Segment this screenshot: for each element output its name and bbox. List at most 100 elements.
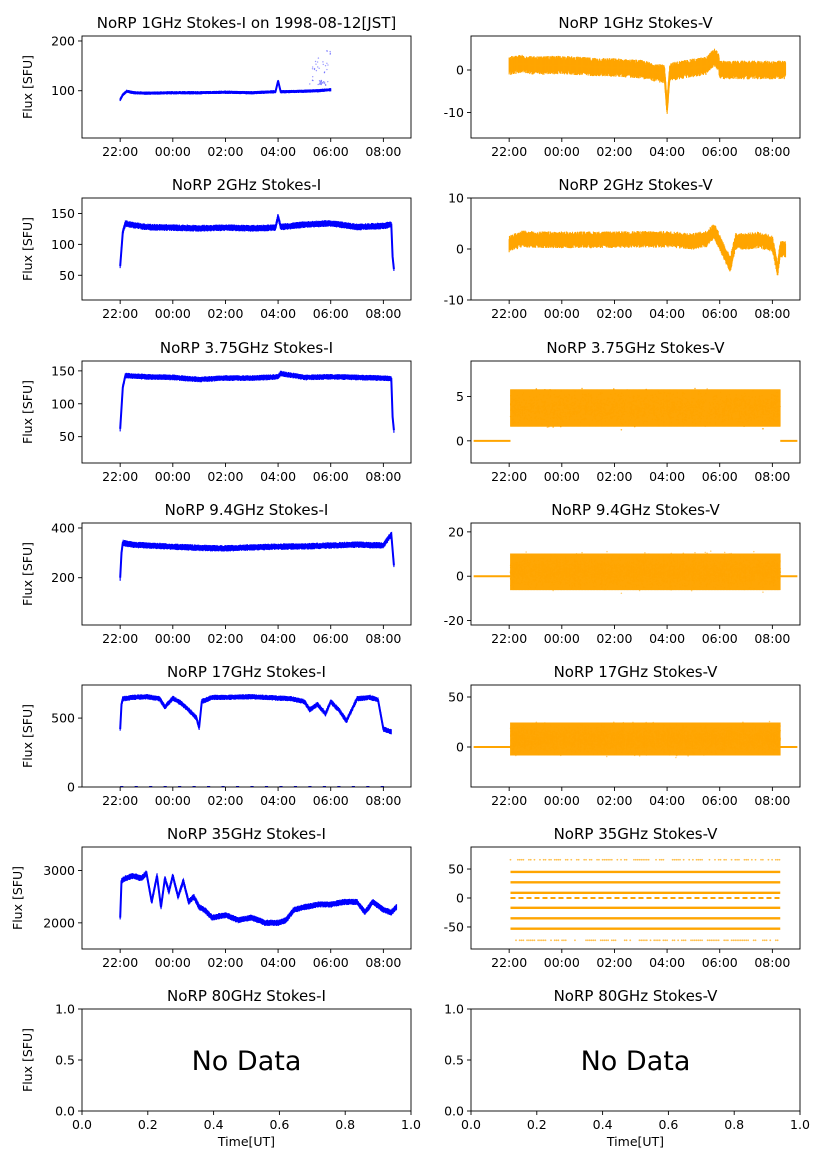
x-tick-label: 00:00 bbox=[544, 306, 580, 321]
axes-frame bbox=[470, 197, 801, 301]
scatter-point bbox=[329, 52, 332, 55]
scatter-point bbox=[324, 84, 327, 86]
x-tick-label: 04:00 bbox=[260, 469, 296, 484]
series-p1v bbox=[508, 48, 787, 114]
scatter-point bbox=[311, 79, 314, 81]
y-tick-label: 0 bbox=[456, 242, 464, 257]
y-tick-label: 100 bbox=[51, 237, 75, 252]
scatter-point bbox=[323, 82, 326, 85]
scatter-point bbox=[320, 81, 323, 83]
y-tick-label: 100 bbox=[51, 83, 75, 98]
y-axis-label: Flux [SFU] bbox=[20, 380, 35, 444]
x-tick-label: 02:00 bbox=[596, 144, 632, 159]
x-tick-label: 08:00 bbox=[754, 144, 790, 159]
y-tick-label: 0 bbox=[456, 63, 464, 78]
panel-p3v: NoRP 3.75GHz Stokes-V22:00 00:00 02:00 04:0… bbox=[456, 339, 801, 484]
scatter-point bbox=[316, 61, 319, 63]
x-tick-label: 06:00 bbox=[702, 144, 738, 159]
axes-frame bbox=[470, 35, 801, 139]
panel-title: NoRP 2GHz Stokes-V bbox=[558, 176, 713, 194]
x-tick-label: 04:00 bbox=[260, 306, 296, 321]
scatter-point bbox=[322, 81, 325, 83]
series-line bbox=[119, 216, 395, 270]
scatter-point bbox=[320, 83, 322, 86]
scatter-point bbox=[317, 66, 319, 68]
scatter-point bbox=[326, 50, 328, 52]
scatter-point bbox=[319, 81, 321, 84]
scatter-point bbox=[320, 83, 322, 85]
scatter-point bbox=[321, 82, 324, 84]
series-p3i bbox=[119, 370, 395, 433]
scatter-point bbox=[311, 68, 314, 70]
scatter-point bbox=[320, 80, 323, 82]
x-tick-label: 22:00 bbox=[102, 144, 138, 159]
scatter-point bbox=[327, 80, 329, 83]
x-tick-label: 06:00 bbox=[313, 306, 349, 321]
panel-title: NoRP 3.75GHz Stokes-I bbox=[160, 339, 333, 357]
y-tick-label: 200 bbox=[51, 33, 75, 48]
x-tick-label: 22:00 bbox=[491, 144, 527, 159]
scatter-point bbox=[318, 83, 320, 85]
x-tick-label: 06:00 bbox=[313, 469, 349, 484]
scatter-point bbox=[318, 80, 321, 82]
scatter-point bbox=[315, 69, 318, 72]
scatter-point bbox=[312, 76, 314, 78]
panel-p1i: NoRP 1GHz Stokes-I on 1998-08-12[JST] 22:… bbox=[20, 14, 412, 159]
scatter-point bbox=[324, 83, 327, 86]
scatter-point bbox=[309, 83, 311, 85]
scatter-point bbox=[318, 67, 320, 69]
scatter-point bbox=[317, 83, 319, 86]
y-tick-label: 100 bbox=[51, 396, 75, 411]
scatter-point bbox=[327, 64, 329, 66]
y-tick-label: -10 bbox=[444, 105, 464, 120]
series-p3v bbox=[473, 387, 798, 442]
y-tick-label: 50 bbox=[59, 429, 75, 444]
panel-p2i: NoRP 2GHz Stokes-I 22:00 00:00 02:00 04:00 06… bbox=[20, 176, 412, 321]
x-tick-label: 02:00 bbox=[207, 306, 243, 321]
scatter-point bbox=[329, 53, 331, 55]
y-axis-label: Flux [SFU] bbox=[20, 217, 35, 281]
panel-p2v: NoRP 2GHz Stokes-V 22:00 00:00 02:00 04:00 06… bbox=[444, 176, 801, 321]
scatter-point bbox=[320, 79, 322, 82]
scatter-point bbox=[311, 66, 314, 68]
scatter-point bbox=[326, 50, 328, 52]
x-tick-label: 04:00 bbox=[649, 306, 685, 321]
y-tick-label: 50 bbox=[59, 268, 75, 283]
axes-frame bbox=[81, 360, 412, 464]
x-tick-label: 00:00 bbox=[155, 469, 191, 484]
scatter-point bbox=[323, 71, 326, 73]
series-line bbox=[509, 55, 786, 109]
scatter-point bbox=[313, 68, 316, 71]
series-p2i bbox=[119, 213, 395, 272]
scatter-point bbox=[319, 82, 321, 85]
x-tick-label: 06:00 bbox=[313, 144, 349, 159]
x-tick-label: 08:00 bbox=[754, 306, 790, 321]
panel-title: NoRP 1GHz Stokes-V bbox=[558, 14, 713, 32]
scatter-point bbox=[324, 65, 327, 67]
x-tick-label: 22:00 bbox=[102, 469, 138, 484]
scatter-point bbox=[312, 79, 314, 82]
series-line bbox=[119, 372, 395, 431]
scatter-point bbox=[322, 82, 324, 84]
scatter-point bbox=[320, 82, 323, 85]
scatter-point bbox=[313, 67, 316, 70]
panel-title: NoRP 2GHz Stokes-I bbox=[172, 176, 321, 194]
x-tick-label: 22:00 bbox=[491, 306, 527, 321]
panel-title: NoRP 1GHz Stokes-I on 1998-08-12[JST] bbox=[97, 14, 397, 32]
scatter-point bbox=[319, 80, 321, 83]
scatter-point bbox=[322, 63, 324, 66]
panel-p3i: NoRP 3.75GHz Stokes-I 22:00 00:00 02:00 04:0… bbox=[20, 339, 412, 484]
axes-frame bbox=[81, 197, 412, 301]
x-tick-label: 04:00 bbox=[260, 144, 296, 159]
x-tick-label: 22:00 bbox=[102, 306, 138, 321]
series-line bbox=[119, 80, 331, 101]
x-tick-label: 02:00 bbox=[207, 144, 243, 159]
x-tick-label: 08:00 bbox=[365, 469, 401, 484]
x-tick-label: 02:00 bbox=[596, 306, 632, 321]
scatter-point bbox=[326, 62, 328, 64]
series-line bbox=[508, 229, 786, 270]
series-p1i bbox=[119, 50, 332, 102]
scatter-point bbox=[323, 72, 326, 74]
scatter-point bbox=[329, 50, 331, 53]
